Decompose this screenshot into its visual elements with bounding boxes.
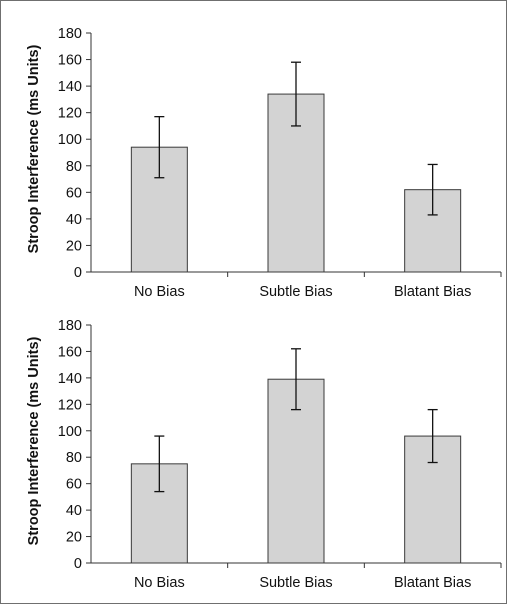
y-axis-label: Stroop Interference (ms Units) bbox=[26, 336, 42, 545]
y-axis-label: Stroop Interference (ms Units) bbox=[26, 44, 42, 253]
y-tick-label: 0 bbox=[74, 556, 82, 572]
y-tick-label: 20 bbox=[66, 530, 82, 546]
y-tick-label: 80 bbox=[66, 159, 82, 175]
y-tick-label: 120 bbox=[58, 106, 82, 122]
y-tick-label: 120 bbox=[58, 397, 82, 413]
y-tick-label: 0 bbox=[74, 265, 82, 281]
y-tick-label: 140 bbox=[58, 371, 82, 387]
x-tick-label: Subtle Bias bbox=[259, 575, 332, 591]
x-tick-label: Blatant Bias bbox=[394, 575, 471, 591]
y-tick-label: 140 bbox=[58, 79, 82, 95]
y-tick-label: 160 bbox=[58, 344, 82, 360]
y-tick-label: 80 bbox=[66, 450, 82, 466]
x-tick-label: Subtle Bias bbox=[259, 284, 332, 300]
x-tick-label: No Bias bbox=[134, 284, 185, 300]
chart-top: Stroop Interference (ms Units) 0 20 40 60 80… bbox=[26, 26, 502, 300]
y-tick-label: 40 bbox=[66, 212, 82, 228]
y-tick-label: 100 bbox=[58, 424, 82, 440]
y-tick-label: 180 bbox=[58, 26, 82, 42]
chart-bottom: Stroop Interference (ms Units) 0 20 40 60 80… bbox=[26, 318, 502, 591]
y-tick-label: 60 bbox=[66, 477, 82, 493]
y-tick-label: 100 bbox=[58, 132, 82, 148]
y-tick-label: 20 bbox=[66, 238, 82, 254]
x-tick-label: Blatant Bias bbox=[394, 284, 471, 300]
y-tick-label: 160 bbox=[58, 53, 82, 69]
y-tick-label: 60 bbox=[66, 185, 82, 201]
y-tick-label: 180 bbox=[58, 318, 82, 334]
x-tick-label: No Bias bbox=[134, 575, 185, 591]
y-tick-label: 40 bbox=[66, 503, 82, 519]
